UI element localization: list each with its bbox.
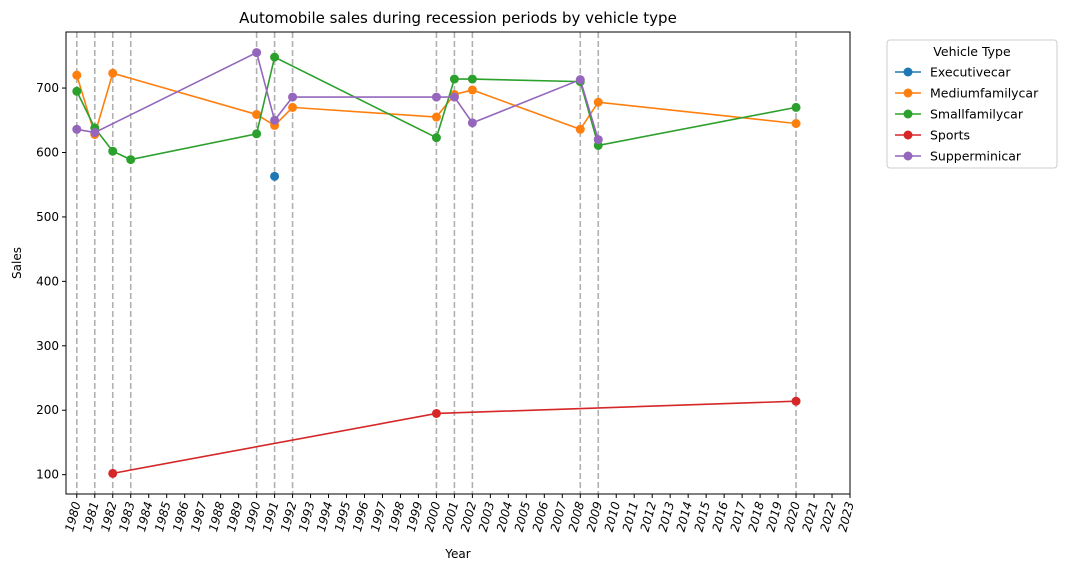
legend-item: Supperminicar	[895, 149, 1022, 164]
legend-item: Executivecar	[895, 65, 1011, 80]
data-point	[449, 74, 459, 84]
legend-label: Supperminicar	[930, 149, 1022, 164]
y-tick-label: 300	[36, 339, 59, 353]
data-point	[252, 109, 262, 119]
legend-swatch-marker	[903, 151, 913, 161]
data-point	[126, 155, 136, 165]
data-point	[791, 118, 801, 128]
data-point	[288, 102, 298, 112]
data-point	[431, 133, 441, 143]
legend-label: Smallfamilycar	[930, 107, 1024, 122]
data-point	[108, 146, 118, 156]
series-line	[76, 72, 797, 138]
y-tick-label: 400	[36, 274, 59, 288]
data-point	[431, 408, 441, 418]
y-tick-label: 700	[36, 81, 59, 95]
legend: Vehicle Type Executivecar Mediumfamilycar…	[886, 39, 1058, 169]
legend-item: Smallfamilycar	[895, 107, 1024, 122]
data-point	[431, 92, 441, 102]
y-axis: 100 200 300 400 500 600 700	[36, 81, 66, 482]
data-point	[288, 92, 298, 102]
y-tick-label: 100	[36, 468, 59, 482]
data-point	[791, 102, 801, 112]
legend-label: Sports	[930, 128, 970, 143]
legend-title: Vehicle Type	[933, 44, 1011, 59]
data-point	[575, 124, 585, 134]
data-point	[72, 86, 82, 96]
series-layer	[72, 48, 801, 478]
legend-swatch-marker	[903, 88, 913, 98]
data-point	[593, 97, 603, 107]
chart-title: Automobile sales during recession period…	[239, 9, 677, 27]
data-point	[575, 75, 585, 85]
data-point	[467, 118, 477, 128]
data-point	[431, 112, 441, 122]
series-supperminicar	[72, 48, 603, 145]
legend-swatch-marker	[903, 67, 913, 77]
data-point	[593, 135, 603, 145]
legend-label: Executivecar	[930, 65, 1011, 80]
legend-items: Executivecar Mediumfamilycar Smallfamilyca…	[895, 65, 1039, 164]
data-point	[72, 124, 82, 134]
series-executivecar	[270, 171, 280, 181]
data-point	[467, 85, 477, 95]
data-point	[252, 48, 262, 58]
x-tick-label: 2023	[835, 500, 856, 533]
legend-item: Mediumfamilycar	[895, 86, 1039, 101]
legend-box	[886, 39, 1058, 169]
data-point	[270, 115, 280, 125]
y-tick-label: 500	[36, 210, 59, 224]
x-axis-label: Year	[444, 547, 470, 561]
plot-frame	[65, 31, 851, 495]
data-point	[72, 70, 82, 80]
data-point	[270, 52, 280, 62]
data-point	[108, 468, 118, 478]
legend-label: Mediumfamilycar	[930, 86, 1039, 101]
data-point	[467, 74, 477, 84]
legend-swatch-marker	[903, 130, 913, 140]
series-sports	[108, 396, 801, 478]
x-axis: 1980198119821983198419851986198719881989…	[62, 494, 857, 533]
data-point	[252, 129, 262, 139]
y-tick-label: 200	[36, 403, 59, 417]
data-point	[90, 128, 100, 138]
data-point	[270, 171, 280, 181]
data-point	[449, 92, 459, 102]
series-line	[76, 51, 600, 140]
y-tick-label: 600	[36, 145, 59, 159]
y-axis-label: Sales	[10, 247, 24, 279]
legend-item: Sports	[895, 128, 970, 143]
legend-swatch-marker	[903, 109, 913, 119]
data-point	[108, 68, 118, 78]
data-point	[791, 396, 801, 406]
